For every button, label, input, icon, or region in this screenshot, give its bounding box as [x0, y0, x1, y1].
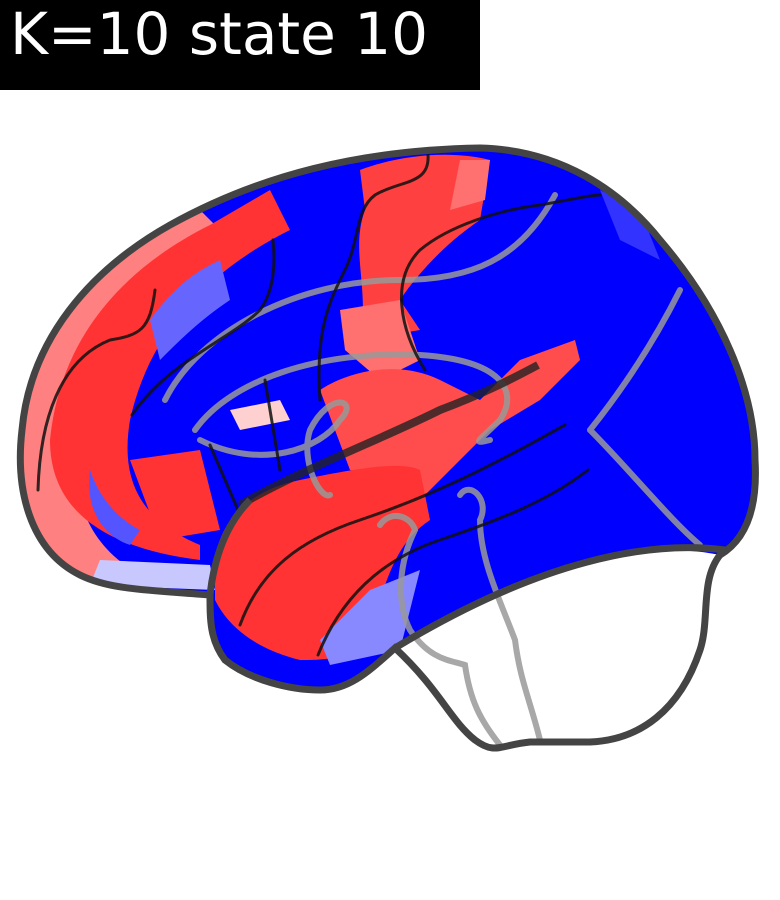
- activation-map: [20, 148, 756, 690]
- sulcus-line: [587, 427, 703, 548]
- lateral-fissure: [237, 361, 540, 509]
- title: K=10 state 10: [10, 0, 428, 68]
- pale-red-patch: [340, 300, 420, 380]
- frontal-red-band: [50, 190, 290, 560]
- sulcus-line: [400, 193, 602, 372]
- light-blue-patch: [89, 470, 140, 545]
- light-blue-patch: [150, 260, 230, 360]
- sulcus-line: [208, 443, 240, 512]
- frontal-red-patch: [130, 450, 220, 540]
- sulcus-line: [36, 288, 157, 492]
- pale-red-patch: [450, 160, 490, 210]
- sulcus-line: [377, 513, 503, 748]
- title-background: [0, 0, 480, 90]
- light-blue-patch: [320, 570, 420, 665]
- black-sulci: [36, 153, 602, 657]
- brain-outline: [16, 144, 759, 752]
- blue-patch: [600, 190, 660, 260]
- sulcus-line: [130, 238, 276, 417]
- sulcus-line: [263, 378, 282, 472]
- sulcus-line: [317, 153, 430, 402]
- sulcus-line: [457, 486, 543, 743]
- pale-red-patch: [230, 400, 290, 430]
- sulcus-line: [587, 287, 683, 433]
- pale-blue-patch: [90, 560, 215, 590]
- cerebellum-outline: [393, 544, 726, 651]
- sulcus-line: [192, 351, 511, 445]
- brain-outline: [206, 497, 253, 596]
- sulcus-line: [238, 423, 567, 627]
- sulcus-line: [316, 468, 590, 657]
